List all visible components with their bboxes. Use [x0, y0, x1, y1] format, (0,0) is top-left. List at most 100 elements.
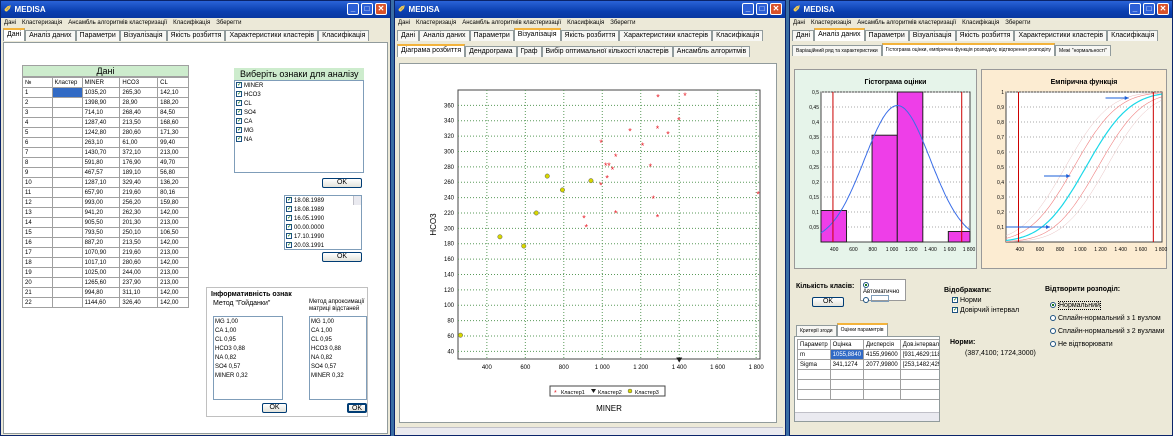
grid-cell[interactable]: 142,00 [157, 257, 189, 268]
grid-cell[interactable] [51, 227, 83, 238]
grid-cell[interactable]: 213,00 [157, 247, 189, 258]
date-check[interactable]: ✓ [286, 206, 293, 213]
param-cell[interactable] [863, 369, 901, 380]
feature-item[interactable]: ✓ CA [236, 118, 362, 127]
grid-cell[interactable]: 905,50 [81, 217, 121, 228]
tab-main[interactable]: Характеристики кластерів [225, 30, 319, 41]
tab-main[interactable]: Характеристики кластерів [1014, 30, 1108, 41]
param-cell[interactable] [797, 389, 831, 400]
grid-cell[interactable]: 201,30 [119, 217, 159, 228]
tab-main[interactable]: Класифікація [1107, 30, 1159, 41]
tab-main[interactable]: Візуалізація [513, 28, 561, 41]
restore-option[interactable]: Сплайн-нормальний з 1 вузлом [1050, 312, 1165, 325]
tab-main[interactable]: Якість розбиття [955, 30, 1015, 41]
grid-cell[interactable]: 16 [22, 237, 53, 248]
grid-cell[interactable]: 213,00 [157, 277, 189, 288]
param-cell[interactable] [899, 379, 939, 390]
table-row[interactable]: 12 993,00 256,20 159,80 [22, 197, 189, 208]
grid-cell[interactable] [51, 257, 83, 268]
table-row[interactable]: 19 1025,00 244,00 213,00 [22, 267, 189, 278]
grid-cell[interactable]: 941,20 [81, 207, 121, 218]
grid-cell[interactable] [51, 197, 83, 208]
grid-cell[interactable]: 106,50 [157, 227, 189, 238]
grid-cell[interactable]: 1070,90 [81, 247, 121, 258]
grid-cell[interactable]: 84,50 [157, 107, 189, 118]
grid-cell[interactable]: 1287,10 [81, 177, 121, 188]
grid-cell[interactable]: 159,80 [157, 197, 189, 208]
feature-item[interactable]: ✓ NA [236, 136, 362, 145]
menu-item[interactable]: Класифікація [962, 20, 1000, 26]
tab-sub[interactable]: Вибір оптимальної кількості кластерів [541, 46, 673, 57]
table-row[interactable] [797, 369, 939, 380]
grid-cell[interactable]: 372,10 [119, 147, 159, 158]
restore-radio[interactable] [1050, 341, 1056, 348]
close-icon[interactable]: ✕ [770, 3, 782, 15]
grid-cell[interactable]: 265,30 [119, 87, 159, 98]
restore-option[interactable]: Сплайн-нормальний з 2 вузлами [1050, 325, 1165, 338]
tab-sub[interactable]: Варіаційний ряд та характеристики [792, 45, 882, 56]
param-cell[interactable] [829, 389, 865, 400]
conf-checkbox[interactable]: ✓ Довірчий інтервал [952, 307, 1020, 314]
grid-cell[interactable]: 142,00 [157, 207, 189, 218]
grid-cell[interactable]: 1 [22, 87, 53, 98]
classes-count-input[interactable] [871, 294, 889, 302]
table-row[interactable]: 3 714,10 268,40 84,50 [22, 107, 189, 118]
param-cell[interactable]: 341,1274 [829, 359, 865, 370]
grid-cell[interactable]: 1430,70 [81, 147, 121, 158]
grid-cell[interactable]: 1017,10 [81, 257, 121, 268]
grid-cell[interactable]: 13 [22, 207, 53, 218]
feature-item[interactable]: ✓ MG [236, 127, 362, 136]
table-row[interactable]: 10 1287,10 329,40 136,20 [22, 177, 189, 188]
grid-cell[interactable]: 219,60 [119, 187, 159, 198]
grid-cell[interactable]: 61,00 [119, 137, 159, 148]
feature-item[interactable]: ✓ MINER [236, 82, 362, 91]
features-ok-button[interactable]: OK [322, 178, 362, 188]
param-cell[interactable] [829, 369, 865, 380]
table-row[interactable]: 13 941,20 262,30 142,00 [22, 207, 189, 218]
menu-item[interactable]: Кластеризація [811, 20, 852, 26]
feature-check[interactable]: ✓ [236, 136, 243, 143]
grid-cell[interactable] [51, 127, 83, 138]
menu-item[interactable]: Зберегти [1005, 20, 1031, 26]
restore-radio[interactable] [1050, 302, 1056, 309]
close-icon[interactable]: ✕ [375, 3, 387, 15]
param-cell[interactable]: m [797, 349, 831, 360]
tab-main[interactable]: Дані [3, 28, 26, 41]
grid-cell[interactable]: 15 [22, 227, 53, 238]
table-row[interactable]: 11 657,90 219,60 80,16 [22, 187, 189, 198]
tab-main[interactable]: Якість розбиття [560, 30, 620, 41]
grid-cell[interactable]: 49,70 [157, 157, 189, 168]
table-row[interactable]: 20 1265,60 237,90 213,00 [22, 277, 189, 288]
tab-main[interactable]: Класифікація [712, 30, 764, 41]
table-row[interactable]: 22 1144,60 326,40 142,00 [22, 297, 189, 308]
table-row[interactable]: 9 467,57 189,10 56,80 [22, 167, 189, 178]
grid-cell[interactable]: 280,60 [119, 257, 159, 268]
grid-cell[interactable]: 14 [22, 217, 53, 228]
grid-cell[interactable]: 326,40 [119, 297, 159, 308]
grid-cell[interactable]: 244,00 [119, 267, 159, 278]
features-list[interactable]: ✓ MINER ✓ HCO3 ✓ CL ✓ SO4 ✓ CA ✓ MG ✓ NA [234, 80, 364, 173]
tab-main[interactable]: Якість розбиття [166, 30, 226, 41]
grid-cell[interactable]: 219,60 [119, 247, 159, 258]
menu-item[interactable]: Класифікація [173, 20, 211, 26]
tab-params[interactable]: Оцінки параметрів [836, 323, 888, 336]
grid-cell[interactable]: 1398,90 [81, 97, 121, 108]
menu-item[interactable]: Ансамбль алгоритмів кластеризації [68, 20, 168, 26]
grid-cell[interactable]: 1265,60 [81, 277, 121, 288]
norm-checkbox[interactable]: ✓ Норми [952, 297, 982, 304]
date-item[interactable]: ✓ 20.03.1991 [286, 242, 360, 249]
feature-check[interactable]: ✓ [236, 109, 243, 116]
grid-cell[interactable] [51, 217, 83, 228]
table-row[interactable]: 15 793,50 250,10 106,50 [22, 227, 189, 238]
grid-cell[interactable]: 20 [22, 277, 53, 288]
grid-cell[interactable]: 213,50 [119, 237, 159, 248]
grid-cell[interactable]: 168,60 [157, 117, 189, 128]
tab-params[interactable]: Критерії згоди [796, 325, 837, 336]
grid-cell[interactable]: 7 [22, 147, 53, 158]
dates-ok-button[interactable]: OK [322, 252, 362, 262]
menu-item[interactable]: Дані [398, 20, 411, 26]
method2-list[interactable]: MG 1,00 CA 1,00 CL 0,95 HCO3 0,88 NA 0,82 SO4… [309, 316, 367, 400]
table-row[interactable]: 18 1017,10 280,60 142,00 [22, 257, 189, 268]
grid-cell[interactable]: 280,60 [119, 127, 159, 138]
param-cell[interactable]: [931,4629;1180,306 [899, 349, 939, 360]
